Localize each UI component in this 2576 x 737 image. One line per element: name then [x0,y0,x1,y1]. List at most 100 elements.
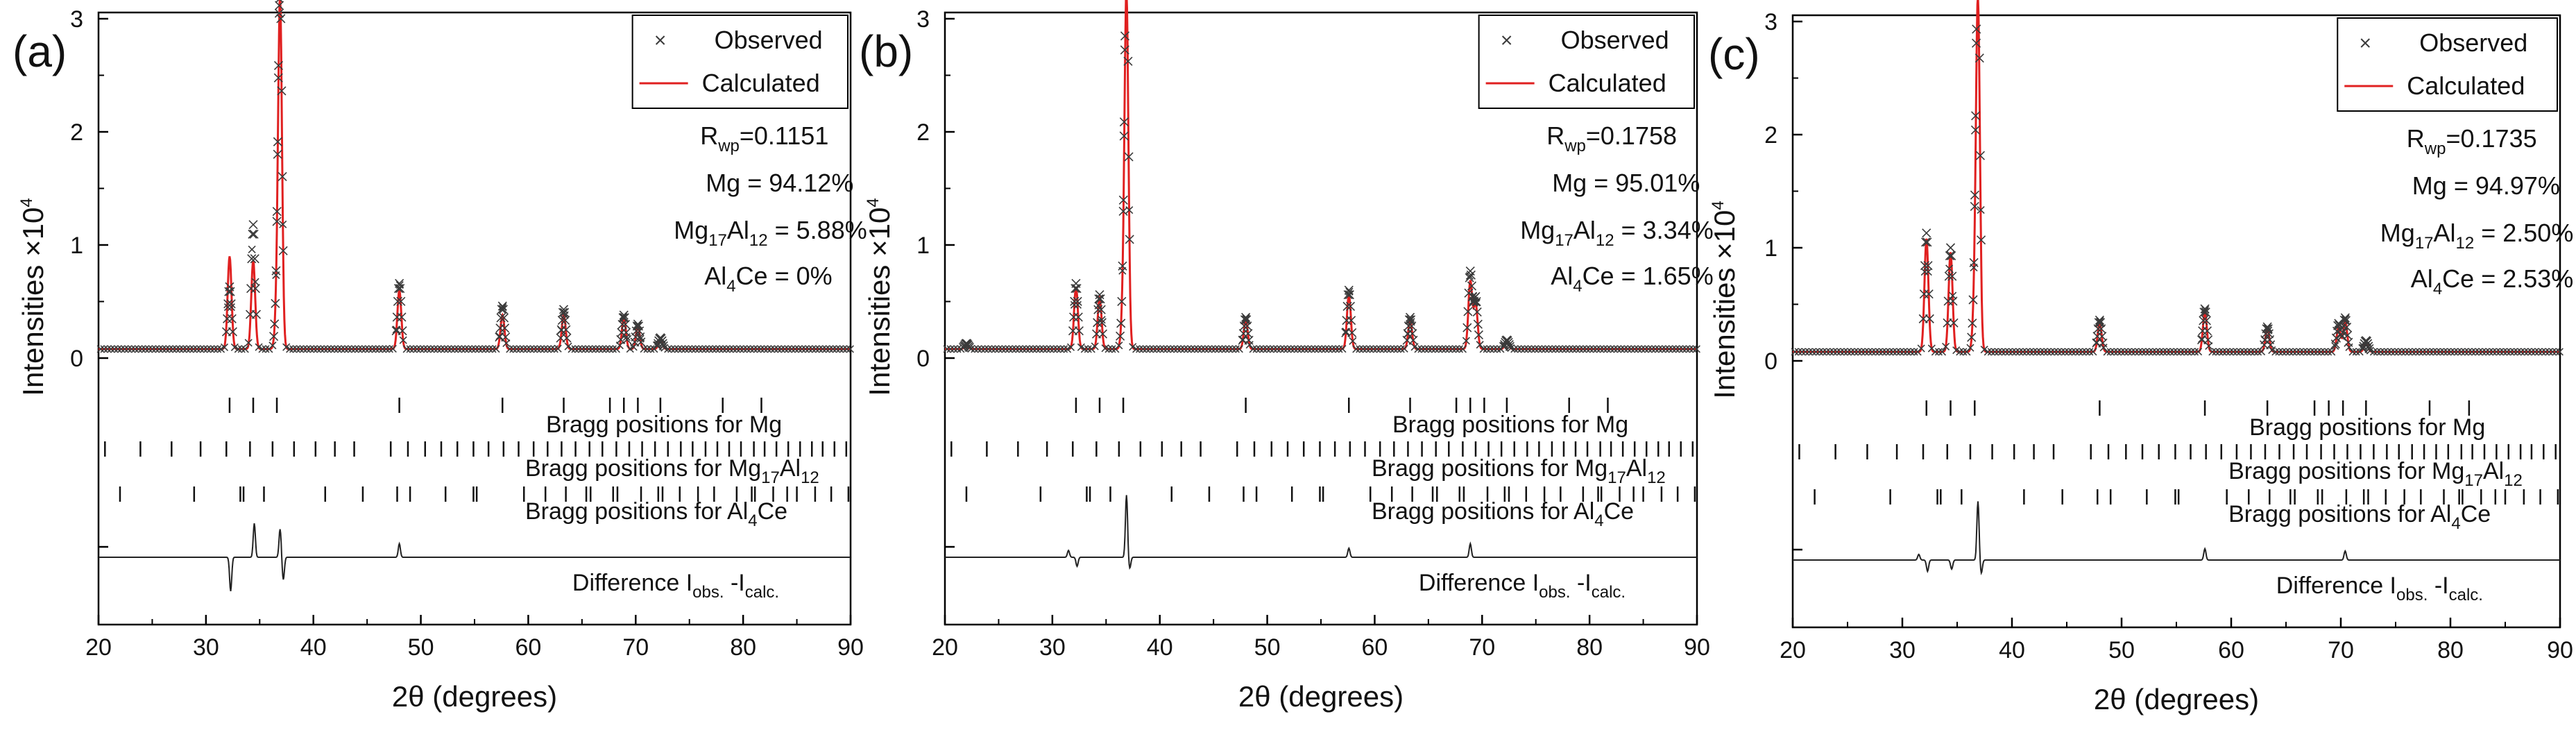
observed-point [767,345,775,353]
observed-point [1974,53,1984,63]
observed-point [1072,284,1082,294]
observed-point [1073,296,1082,306]
observed-point [131,345,139,353]
observed-point [1277,345,1285,353]
observed-point [560,307,570,317]
bragg-label-text: Bragg positions for Mg [2228,458,2464,484]
observed-point [602,345,611,353]
observed-point [251,310,262,319]
observed-point [1808,348,1817,356]
observed-point [2208,348,2217,356]
observed-point [1173,345,1182,353]
bragg-label-sub: 12 [2504,471,2523,490]
observed-point [334,345,342,353]
observed-point [2289,348,2297,356]
observed-point [375,345,384,353]
observed-point [1544,345,1553,353]
observed-point [1823,348,1831,356]
observed-point [971,345,979,353]
observed-point [406,345,414,353]
observed-point [2548,348,2557,356]
x-tick-label: 20 [85,634,112,661]
observed-point [247,254,257,264]
observed-point [2097,324,2106,334]
observed-point [1959,348,1968,356]
observed-point [1194,345,1202,353]
difference-label-text: Difference I [2276,573,2396,599]
observed-point [1118,195,1128,205]
observed-point [1938,348,1947,356]
observed-point [2163,348,2171,356]
observed-point [994,345,1003,353]
observed-point [272,217,282,226]
observed-point [529,345,538,353]
observed-point [1124,152,1134,162]
phase-label: Al [704,262,726,290]
x-tick-label: 90 [1684,634,1710,661]
observed-point [1259,345,1268,353]
observed-point [1428,345,1436,353]
y-axis-title-exponent: 4 [1709,201,1728,210]
observed-point [450,345,459,353]
observed-point [148,345,156,353]
observed-point [344,345,352,353]
observed-point [2190,348,2199,356]
observed-point [1583,345,1591,353]
y-axis-title-text: Intensities ×10 [1708,210,1741,399]
observed-point [2008,348,2017,356]
observed-point [1080,345,1089,353]
observed-point [268,341,277,350]
observed-series [1791,24,2564,356]
observed-point [1878,348,1887,356]
observed-point [2489,348,2497,356]
observed-point [1118,261,1127,271]
observed-point [1390,345,1398,353]
observed-point [2328,348,2336,356]
observed-point [2229,348,2237,356]
observed-point [2180,348,2188,356]
phase-value: = 3.34% [1614,216,1714,244]
observed-point [2475,348,2483,356]
observed-point [2110,348,2118,356]
observed-point [1864,348,1873,356]
observed-point [2510,348,2518,356]
observed-point [1066,343,1075,351]
rwp-annotation: Rwp=0.1735 [2407,124,2537,158]
observed-point [270,319,280,329]
phase-label: Mg [674,216,708,244]
observed-point [1073,312,1083,322]
observed-point [223,299,233,309]
observed-point [501,332,511,342]
observed-point [1005,345,1013,353]
phase-fraction-0: Mg = 95.01% [1552,169,1700,197]
observed-point [1634,345,1642,353]
observed-point [1617,345,1625,353]
observed-point [516,345,524,353]
y-axis-title-text: Intensities ×10 [17,207,49,396]
observed-point [1029,345,1037,353]
observed-point [1463,307,1473,316]
observed-point [1096,305,1106,314]
observed-point [1359,345,1367,353]
legend-calculated-label: Calculated [1549,69,1666,97]
observed-point [2094,318,2104,328]
observed-point [1931,348,1939,356]
bragg-label-al4ce: Bragg positions for Al4Ce [2228,501,2491,533]
observed-point [791,345,799,353]
phase-label: Al [1551,262,1573,290]
observed-point [1476,341,1484,349]
observed-point [2253,348,2262,356]
observed-point [2064,348,2073,356]
observed-point [1826,348,1834,356]
rwp-sub: wp [2424,139,2446,158]
bragg-label-sub: 17 [2464,471,2483,490]
observed-point [495,323,505,333]
observed-point [2422,348,2430,356]
observed-point [1287,345,1295,353]
observed-point [2405,348,2413,356]
observed-point [658,341,668,350]
observed-point [2258,347,2266,356]
observed-point [1593,345,1601,353]
observed-point [1472,296,1481,307]
x-tick-label: 30 [1889,637,1916,663]
